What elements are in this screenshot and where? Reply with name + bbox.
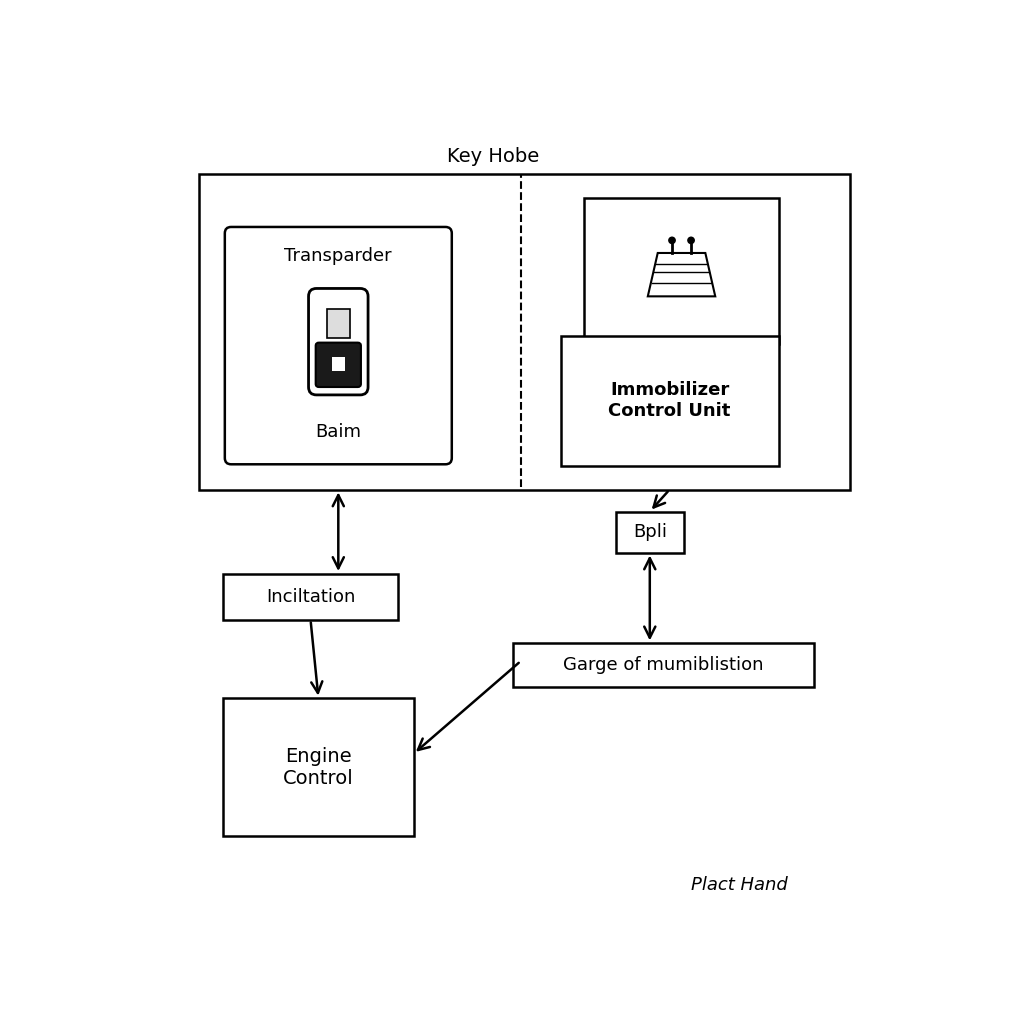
Bar	[332, 357, 345, 371]
Bar	[327, 309, 349, 338]
Bar	[560, 336, 779, 466]
FancyBboxPatch shape	[315, 343, 360, 387]
Bar	[616, 512, 684, 553]
FancyBboxPatch shape	[308, 289, 368, 395]
Bar	[223, 573, 397, 620]
Circle shape	[688, 238, 694, 244]
Text: Key Hobe: Key Hobe	[446, 147, 540, 166]
Bar	[223, 698, 414, 837]
FancyBboxPatch shape	[225, 227, 452, 464]
Text: Engine
Control: Engine Control	[283, 746, 354, 787]
Text: Baim: Baim	[315, 423, 361, 440]
Polygon shape	[648, 253, 715, 296]
Bar	[513, 643, 814, 687]
Text: Transparder: Transparder	[285, 248, 392, 265]
Text: Bpli: Bpli	[633, 523, 667, 541]
Circle shape	[669, 238, 675, 244]
Text: Immobilizer
Control Unit: Immobilizer Control Unit	[608, 381, 731, 420]
Text: Plact Hand: Plact Hand	[691, 876, 787, 894]
Bar	[585, 198, 778, 344]
Bar	[200, 174, 850, 489]
Text: Garge of mumiblistion: Garge of mumiblistion	[563, 656, 764, 674]
Text: Inciltation: Inciltation	[266, 588, 355, 606]
